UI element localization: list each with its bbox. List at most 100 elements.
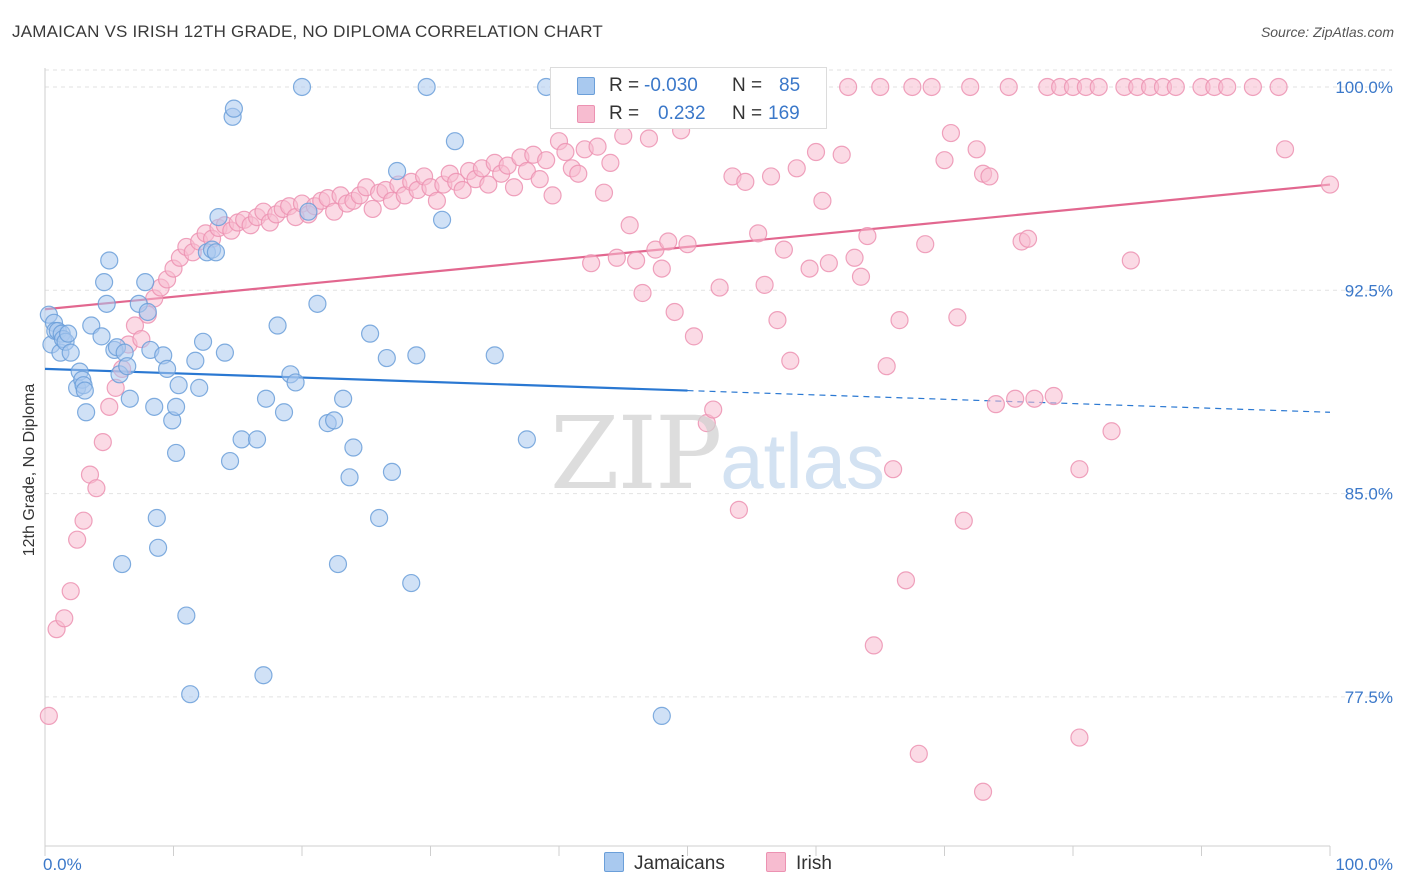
jamaicans-point (445, 132, 465, 151)
jamaicans-point (417, 77, 436, 97)
irish-point (1070, 460, 1089, 479)
jamaicans-point (361, 324, 380, 343)
irish-point (948, 308, 967, 327)
irish-point (755, 275, 774, 294)
irish-point (61, 582, 80, 601)
irish-point (761, 167, 781, 186)
jamaicans-point (292, 77, 312, 97)
irish-point (517, 161, 536, 181)
irish-point (774, 240, 793, 259)
irish-point (1070, 728, 1089, 747)
irish-point (626, 251, 646, 270)
irish-point (569, 164, 588, 183)
jamaicans-point (100, 251, 119, 270)
irish-point (961, 77, 980, 97)
irish-point (806, 142, 826, 162)
irish-point (922, 77, 941, 97)
jamaicans-point (138, 302, 157, 322)
irish-point (768, 311, 787, 330)
irish-point (890, 311, 909, 330)
r-label: R = (609, 75, 640, 96)
irish-point (646, 240, 665, 259)
irish-point (601, 153, 620, 172)
irish-point (1121, 251, 1140, 270)
jamaicans-point (120, 389, 139, 408)
jamaicans-point (186, 351, 205, 370)
jamaicans-point (407, 346, 426, 365)
irish-point (665, 302, 684, 322)
jamaicans-point (224, 99, 243, 118)
irish-point (736, 172, 755, 191)
jamaicans-point (485, 346, 504, 365)
jamaicans-point (334, 389, 353, 408)
irish-point (607, 248, 626, 267)
irish-point (986, 395, 1006, 414)
irish-point (1269, 77, 1288, 97)
chart-title: JAMAICAN VS IRISH 12TH GRADE, NO DIPLOMA… (12, 22, 603, 41)
n-value: 169 (768, 103, 800, 124)
legend-item-irish: Irish (766, 852, 832, 875)
irish-point (684, 327, 704, 346)
jamaicans-point (268, 316, 287, 335)
legend-label-jamaicans: Jamaicans (634, 853, 725, 874)
jamaicans-point (328, 554, 348, 574)
jamaicans-point (59, 324, 78, 343)
jamaicans-point (166, 397, 186, 416)
y-tick-label: 92.5% (1345, 281, 1393, 300)
irish-point (858, 226, 877, 246)
irish-point (935, 151, 954, 170)
y-axis-label: 12th Grade, No Diploma (21, 383, 38, 557)
jamaicans-point (181, 685, 200, 704)
jamaicans-point (169, 376, 188, 395)
irish-point (749, 224, 768, 243)
jamaicans-point (206, 243, 226, 262)
legend-label-irish: Irish (796, 853, 832, 874)
jamaicans-point (382, 462, 402, 482)
irish-point (1018, 229, 1038, 248)
jamaicans-point (299, 202, 318, 221)
irish-point (427, 191, 447, 210)
irish-point (55, 609, 74, 628)
jamaicans-point (402, 573, 421, 593)
irish-point (1044, 386, 1063, 406)
jamaicans-point (61, 343, 80, 362)
irish-point (832, 145, 851, 164)
irish-point (909, 744, 928, 763)
irish-point (594, 183, 614, 202)
jamaicans-point (308, 294, 327, 313)
jamaicans-point (136, 273, 155, 292)
jamaicans-point (215, 343, 234, 362)
irish-point (633, 283, 652, 303)
jamaicans-point (92, 327, 111, 346)
legend: Jamaicans Irish (0, 852, 1406, 878)
jamaicans-point (256, 389, 276, 408)
irish-point (954, 511, 973, 530)
irish-point (883, 460, 903, 479)
irish-point (1275, 140, 1295, 159)
legend-item-jamaicans: Jamaicans (604, 852, 725, 875)
jamaicans-point (147, 508, 166, 528)
jamaicans-point (432, 210, 452, 229)
irish-point (896, 571, 916, 590)
irish-point (781, 351, 800, 370)
irish-point (813, 191, 832, 210)
irish-point (864, 636, 883, 655)
gridlines (45, 69, 1392, 698)
irish-point (704, 400, 723, 419)
jamaicans-point (97, 294, 116, 313)
y-tick-label: 85.0% (1345, 485, 1393, 504)
irish-point (68, 530, 87, 549)
jamaicans-point (344, 438, 363, 457)
irish-point (582, 254, 601, 273)
irish-point (479, 175, 498, 194)
irish-point (903, 77, 922, 97)
jamaicans-point (190, 378, 209, 397)
jamaicans-point (254, 666, 273, 685)
jamaicans-point (112, 554, 132, 574)
jamaicans-point (95, 273, 114, 292)
irish-point (819, 254, 838, 273)
jamaicans-point (377, 348, 396, 368)
irish-point (588, 137, 607, 156)
irish-point (999, 77, 1018, 97)
